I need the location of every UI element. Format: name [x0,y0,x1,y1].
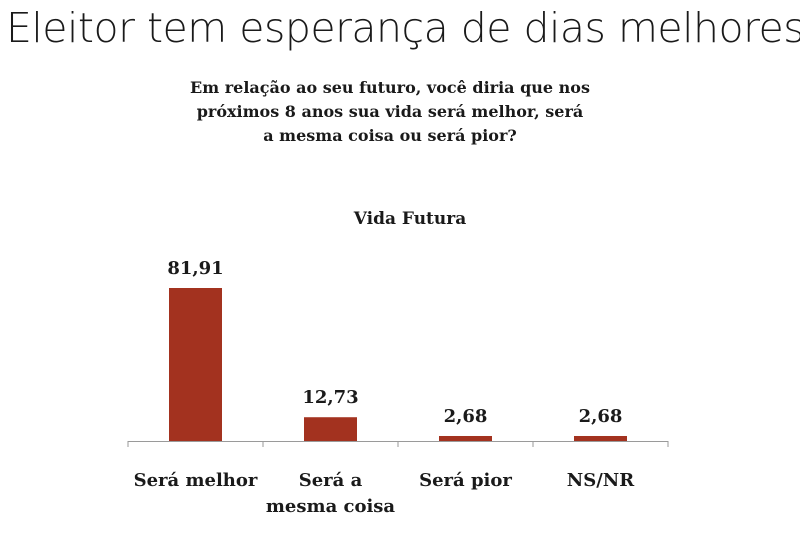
category-labels-group: Será melhor Será a mesma coisa Será pior NS/… [134,470,636,517]
bar [574,435,627,441]
survey-question: Em relação ao seu futuro, você diria que… [150,76,630,148]
bar [169,288,222,441]
category-label: Será melhor [134,470,258,491]
data-label: 2,68 [444,406,488,427]
bars-group: 81,91 12,73 2,68 2,68 [167,258,627,441]
category-label-line: mesma coisa [266,496,396,517]
data-label: 12,73 [302,387,358,408]
survey-question-line: a mesma coisa ou será pior? [263,126,517,145]
category-label-line: NS/NR [567,470,635,491]
data-label: 2,68 [579,406,623,427]
category-label: Será a mesma coisa [266,470,396,517]
category-label-line: Será a [299,470,363,491]
data-label: 81,91 [167,258,223,279]
survey-question-line: próximos 8 anos sua vida será melhor, se… [196,102,584,121]
category-label-line: Será melhor [134,470,258,491]
headline: Eleitor tem esperança de dias melhores [6,4,800,52]
x-axis-ticks [127,441,669,447]
bar [304,417,357,441]
category-label: NS/NR [567,470,635,491]
chart-title: Vida Futura [353,209,466,229]
category-label: Será pior [419,470,512,491]
bar [439,435,492,441]
survey-question-line: Em relação ao seu futuro, você diria que… [190,78,590,97]
cropped-footer-text [40,532,760,542]
category-label-line: Será pior [419,470,512,491]
